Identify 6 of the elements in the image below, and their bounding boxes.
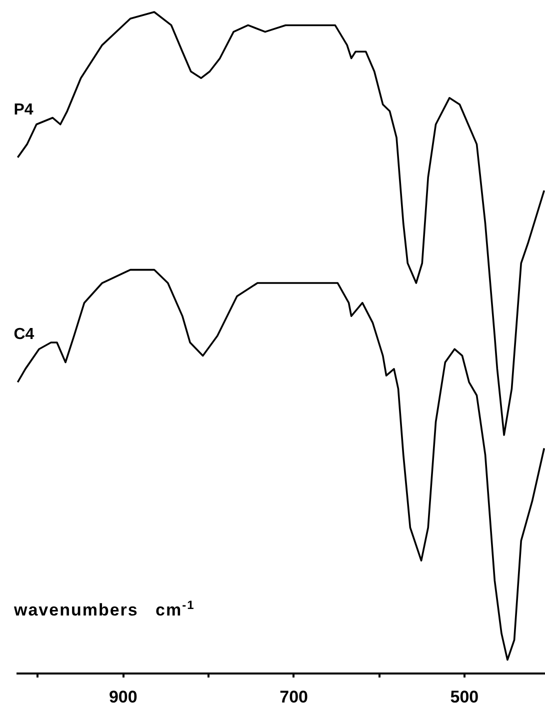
series-label: P4 — [14, 101, 34, 118]
x-tick-label: 900 — [108, 688, 138, 706]
series-label: C4 — [14, 326, 34, 344]
x-axis-title: wavenumbers cm$^{-1}$ — [14, 598, 195, 621]
x-tick-label: 700 — [280, 688, 308, 706]
x-tick-label: 500 — [450, 688, 479, 706]
